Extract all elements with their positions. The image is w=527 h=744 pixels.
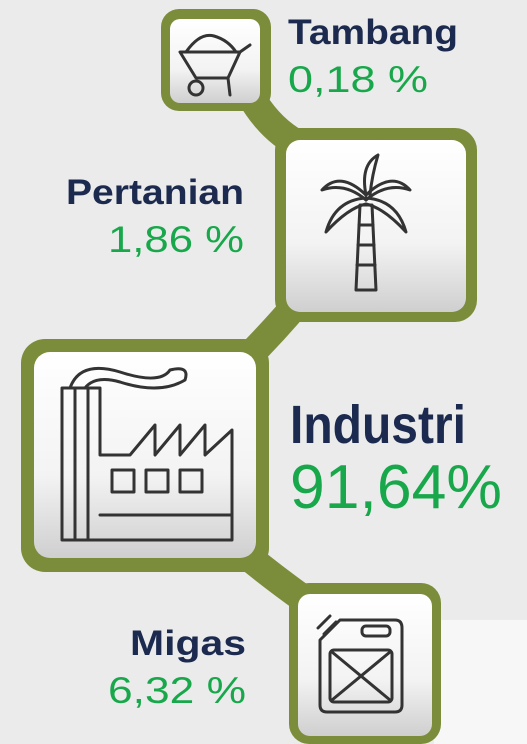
item-value: 6,32 % bbox=[108, 670, 246, 711]
item-value: 0,18 % bbox=[288, 59, 428, 100]
factory-icon bbox=[60, 366, 234, 542]
item-value: 1,86 % bbox=[108, 219, 244, 260]
icon-box bbox=[298, 594, 432, 736]
panel bbox=[434, 620, 527, 744]
item-label: Pertanian bbox=[66, 173, 244, 212]
icon-box bbox=[34, 352, 256, 558]
wheelbarrow-icon bbox=[178, 33, 252, 97]
item-label: Migas bbox=[130, 624, 246, 663]
item-value: 91,64% bbox=[290, 453, 502, 522]
item-label: Tambang bbox=[288, 13, 458, 52]
icon-box bbox=[170, 19, 260, 103]
palm-icon bbox=[320, 153, 412, 292]
item-label: Industri bbox=[290, 395, 466, 455]
jerrycan-icon bbox=[316, 614, 404, 714]
